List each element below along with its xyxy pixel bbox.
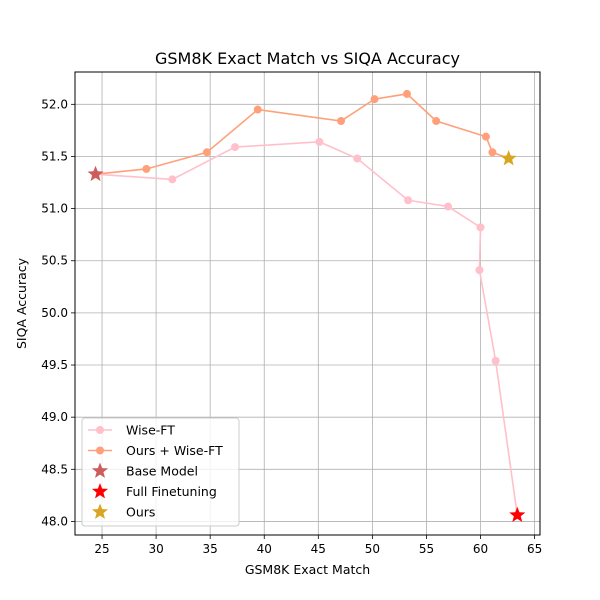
x-tick-label: 40: [257, 542, 272, 556]
legend-label-base-model: Base Model: [126, 464, 198, 479]
wise-ft-point: [404, 196, 413, 205]
legend-label-ours-wise-ft: Ours + Wise-FT: [126, 443, 223, 458]
y-tick-label: 51.5: [41, 149, 68, 163]
wise-ft-point: [476, 223, 485, 232]
ours-wise-ft-point: [481, 132, 490, 141]
ours-wise-ft-point: [142, 164, 151, 173]
legend-base-model-marker: [91, 462, 109, 478]
chart-title: GSM8K Exact Match vs SIQA Accuracy: [155, 49, 460, 68]
x-tick-label: 65: [527, 542, 542, 556]
y-tick-label: 48.5: [41, 462, 68, 476]
ours-wise-ft-point: [488, 148, 497, 157]
full-finetuning-star-marker: [509, 506, 526, 523]
legend-label-full-finetuning: Full Finetuning: [126, 484, 217, 499]
y-tick-label: 49.5: [41, 358, 68, 372]
y-axis-label: SIQA Accuracy: [14, 257, 29, 349]
legend-full-finetuning-marker: [91, 483, 109, 499]
y-tick-label: 50.0: [41, 306, 68, 320]
y-tick-label: 48.0: [41, 514, 68, 528]
wise-ft-point: [353, 154, 362, 163]
x-axis-label: GSM8K Exact Match: [245, 562, 370, 577]
wise-ft-point: [475, 266, 484, 275]
y-tick-label: 50.5: [41, 254, 68, 268]
ours-star-marker: [500, 150, 517, 166]
y-tick-label: 49.0: [41, 410, 68, 424]
ours-wise-ft-point: [253, 105, 262, 114]
legend-ours-marker: [91, 503, 109, 519]
axis-ticks: 25 30 35 40 45 50 55 60 65 48.0 48.5 49.0 49.5 50.0 50…: [41, 97, 542, 556]
x-tick-label: 25: [94, 542, 109, 556]
y-tick-label: 52.0: [41, 97, 68, 111]
legend-box: [81, 417, 240, 527]
legend-wise-ft-marker: [96, 426, 104, 434]
base-model-star-marker: [87, 165, 104, 182]
wise-ft-point: [315, 137, 324, 146]
legend-label-ours: Ours: [126, 505, 155, 520]
x-tick-label: 55: [419, 542, 434, 556]
wise-ft-point: [168, 175, 177, 184]
legend: Wise-FT Ours + Wise-FT Base Model Full Fine…: [81, 417, 240, 527]
wise-ft-point: [231, 143, 240, 152]
ours-wise-ft-point: [202, 148, 211, 157]
x-tick-label: 50: [365, 542, 380, 556]
plot-frame: [74, 71, 541, 536]
x-tick-label: 45: [311, 542, 326, 556]
ours-wise-ft-point: [432, 117, 441, 126]
ours-wise-ft-point: [370, 95, 379, 104]
legend-ours-wise-ft-marker: [96, 446, 104, 455]
wise-ft-point: [444, 202, 453, 211]
plot-series: [87, 89, 526, 523]
x-tick-label: 30: [148, 542, 163, 556]
wise-ft-point: [491, 356, 500, 365]
x-tick-label: 35: [203, 542, 218, 556]
ours-wise-ft-point: [337, 117, 346, 126]
y-tick-label: 51.0: [41, 202, 68, 216]
legend-label-wise-ft: Wise-FT: [126, 423, 175, 438]
ours-wise-ft-point: [402, 89, 411, 98]
x-tick-label: 60: [473, 542, 488, 556]
